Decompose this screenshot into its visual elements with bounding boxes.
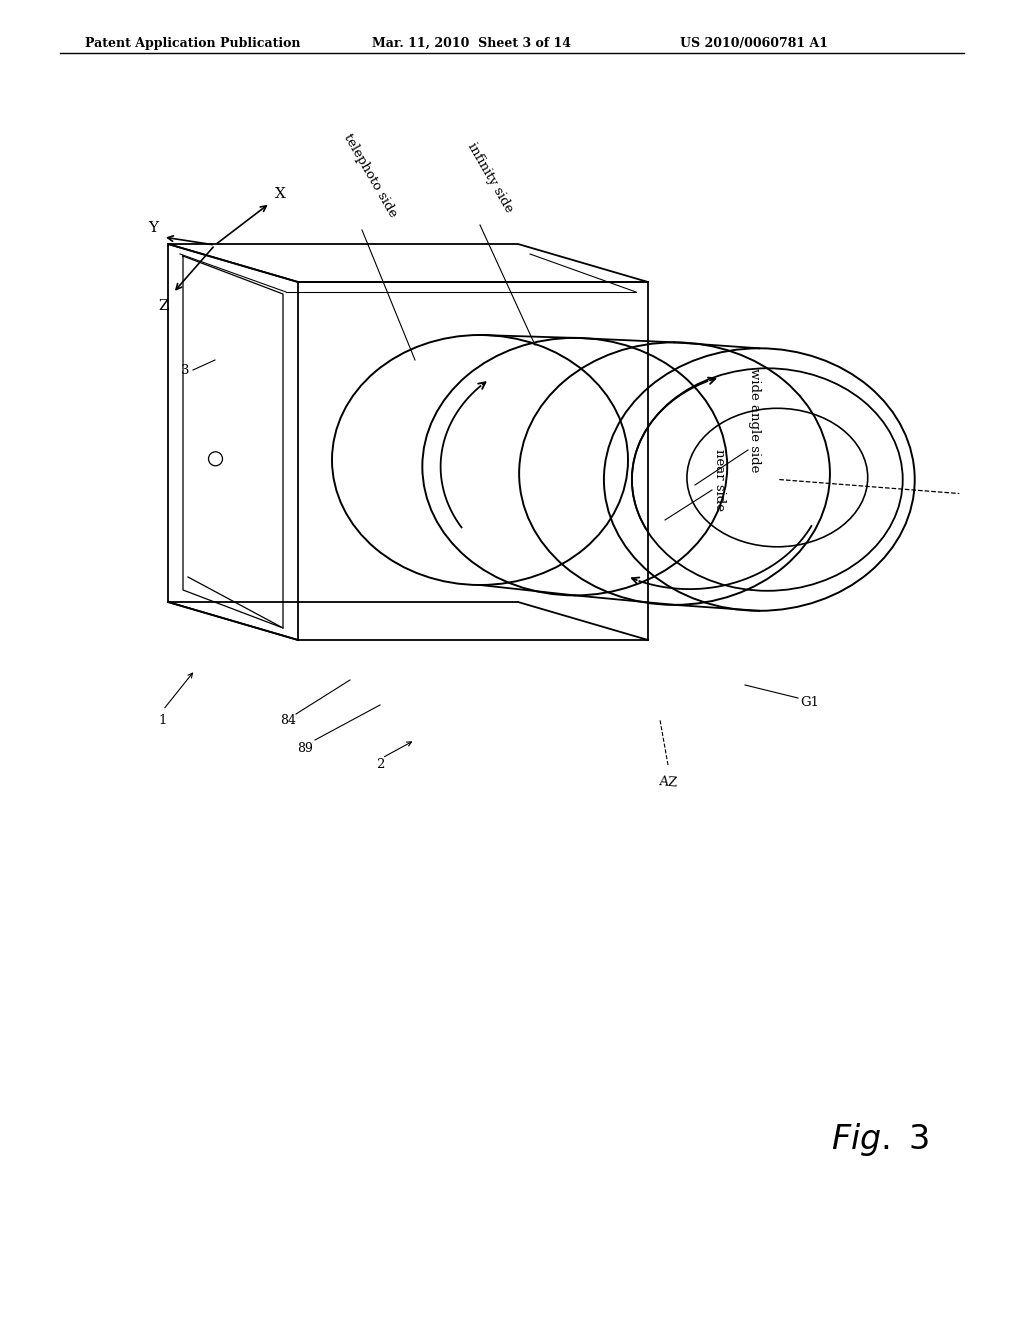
Text: AZ: AZ (658, 775, 678, 789)
Text: 89: 89 (297, 742, 313, 755)
Text: 2: 2 (376, 759, 384, 771)
Text: Mar. 11, 2010  Sheet 3 of 14: Mar. 11, 2010 Sheet 3 of 14 (372, 37, 571, 50)
Text: near side: near side (714, 449, 726, 511)
Text: telephoto side: telephoto side (341, 132, 399, 220)
Text: $\mathit{Fig.}\ 3$: $\mathit{Fig.}\ 3$ (830, 1122, 929, 1159)
Text: Y: Y (148, 220, 158, 235)
Text: G1: G1 (800, 696, 819, 709)
Text: X: X (275, 187, 286, 201)
Text: Z: Z (159, 300, 169, 313)
Text: wide angle side: wide angle side (749, 368, 762, 473)
Text: US 2010/0060781 A1: US 2010/0060781 A1 (680, 37, 828, 50)
Text: 3: 3 (181, 363, 189, 376)
Text: Patent Application Publication: Patent Application Publication (85, 37, 300, 50)
Text: infinity side: infinity side (465, 141, 515, 215)
Text: 1: 1 (159, 714, 167, 726)
Text: 84: 84 (280, 714, 296, 726)
